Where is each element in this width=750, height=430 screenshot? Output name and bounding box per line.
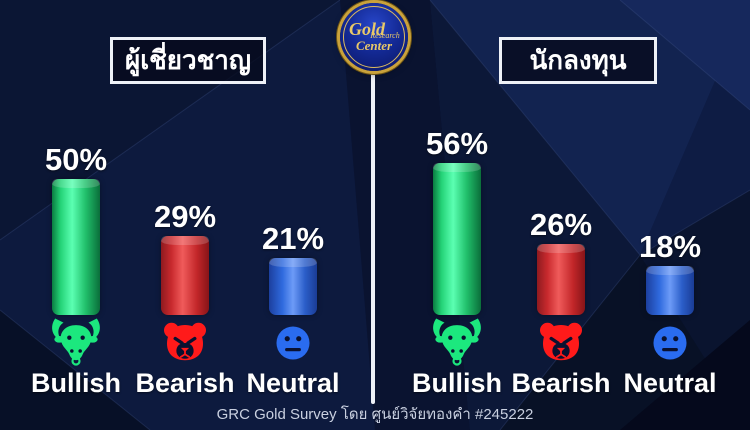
experts-bullish-column: 50% Bullish (21, 120, 131, 398)
experts-bearish-column: 29% Bea (130, 120, 240, 398)
logo-text-research: Research (370, 31, 400, 40)
logo-text-center: Center (355, 38, 393, 53)
percent-label: 56% (425, 126, 489, 161)
investors-bullish-column: 56% Bullish (402, 120, 512, 398)
bear-icon (161, 316, 209, 366)
percent-label: 21% (261, 221, 325, 256)
percent-label: 29% (153, 199, 217, 234)
header-investors: นักลงทุน (499, 37, 657, 84)
header-experts: ผู้เชี่ยวชาญ (110, 37, 266, 84)
bearish-bar (537, 244, 585, 315)
category-label-bullish: Bullish (411, 368, 502, 398)
neutral-bar (269, 258, 317, 315)
vertical-divider (371, 72, 375, 404)
investors-bearish-column: 26% Bea (506, 120, 616, 398)
bearish-bar (161, 236, 209, 315)
bear-icon (537, 316, 585, 366)
bull-icon (429, 316, 485, 366)
neutral-face-icon (270, 316, 316, 366)
category-label-neutral: Neutral (246, 368, 340, 398)
logo-text-gold: Gold (349, 19, 385, 39)
percent-label: 18% (638, 229, 702, 264)
grc-logo: Gold Research Center (340, 3, 408, 71)
neutral-bar (646, 266, 694, 315)
survey-caption: GRC Gold Survey โดย ศูนย์วิจัยทองคำ #245… (216, 406, 534, 423)
category-label-bearish: Bearish (135, 368, 235, 398)
bullish-bar (52, 179, 100, 315)
neutral-face-icon (647, 316, 693, 366)
bullish-bar (433, 163, 481, 315)
category-label-bearish: Bearish (511, 368, 611, 398)
experts-neutral-column: 21% Neutral (238, 120, 348, 398)
bull-icon (48, 316, 104, 366)
investors-neutral-column: 18% Neutral (615, 120, 725, 398)
percent-label: 50% (44, 142, 108, 177)
category-label-neutral: Neutral (623, 368, 717, 398)
percent-label: 26% (529, 207, 593, 242)
category-label-bullish: Bullish (30, 368, 121, 398)
